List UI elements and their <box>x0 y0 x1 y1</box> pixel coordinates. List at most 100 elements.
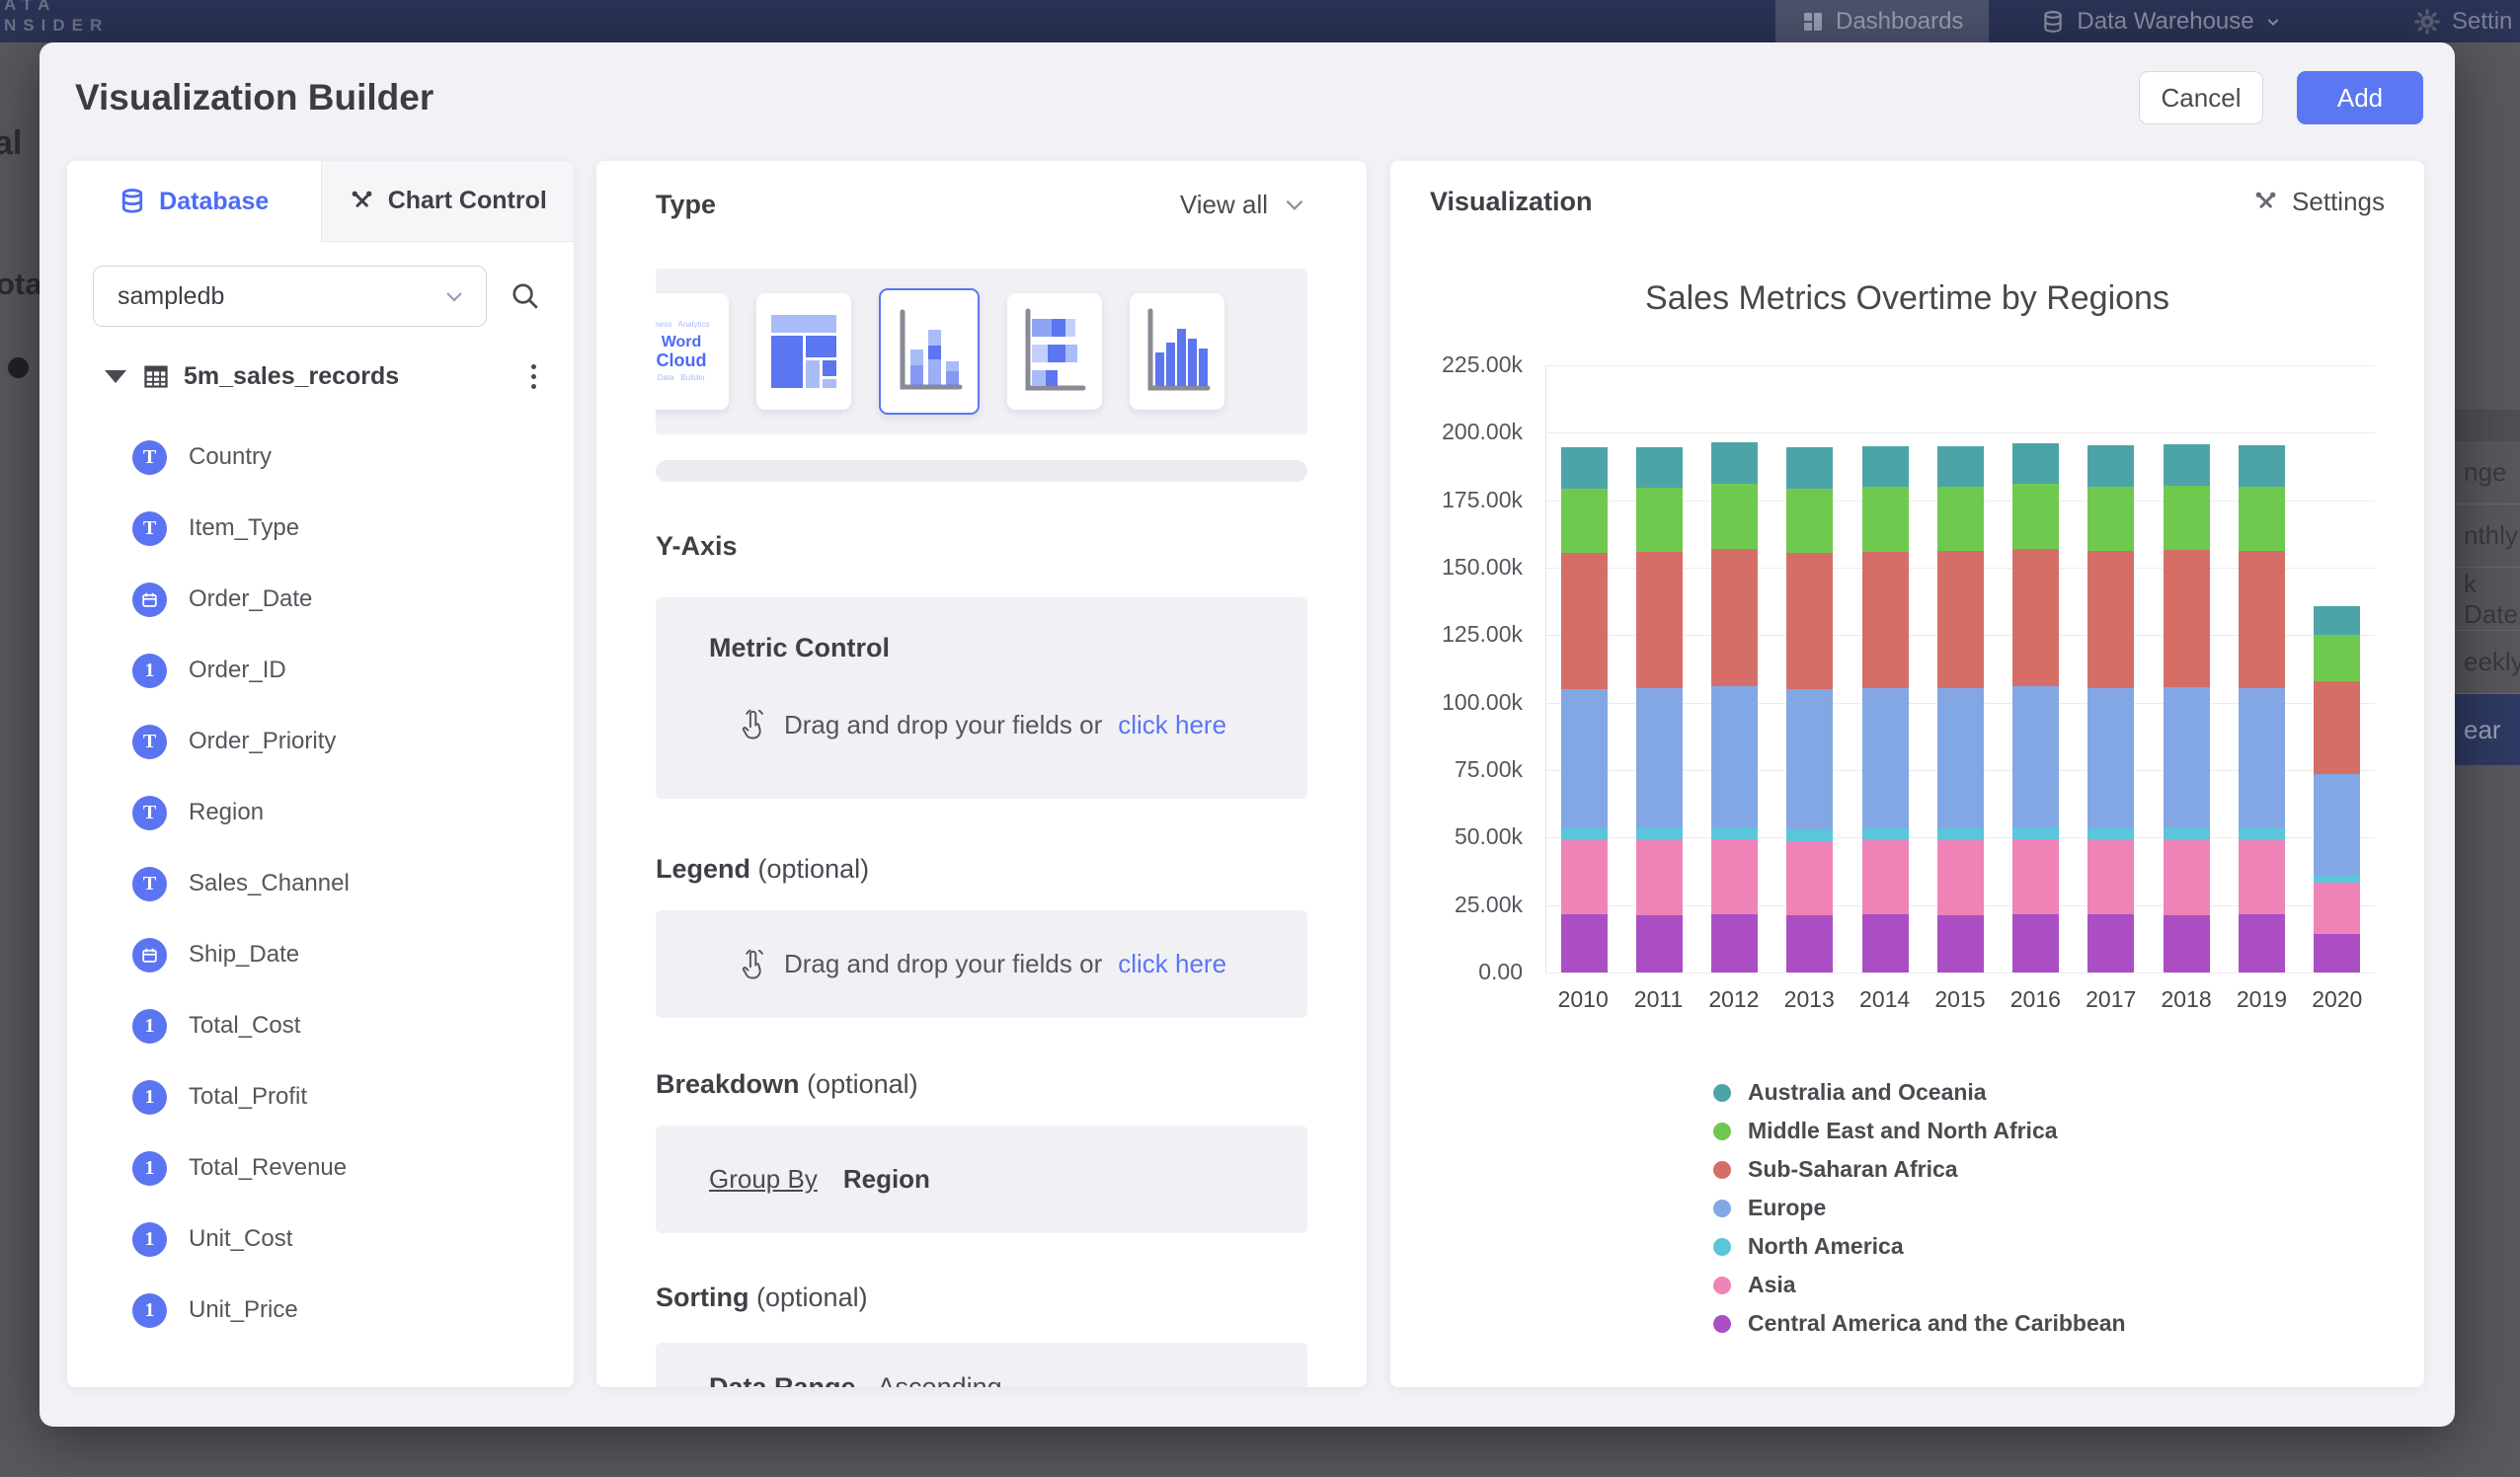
view-all-button[interactable]: View all <box>1180 190 1307 220</box>
chevron-down-icon <box>2265 14 2281 30</box>
chart-type-stacked-column-selected[interactable] <box>879 288 980 415</box>
y-axis-section-title: Y-Axis <box>656 531 738 561</box>
field-row-region[interactable]: T Region <box>67 777 574 848</box>
table-menu-kebab[interactable] <box>523 360 544 393</box>
nav-data-warehouse[interactable]: Data Warehouse <box>2040 0 2280 42</box>
database-panel: Database Chart Control sampledb <box>67 161 574 1387</box>
legend-item[interactable]: Middle East and North Africa <box>1713 1112 2126 1150</box>
chart-settings-button[interactable]: Settings <box>2252 187 2385 217</box>
search-button[interactable] <box>503 273 548 319</box>
bar-segment <box>2163 839 2210 915</box>
chart-type-treemap[interactable] <box>756 293 851 410</box>
legend-item[interactable]: North America <box>1713 1227 2126 1266</box>
y-tick-label: 25.00k <box>1454 891 1523 917</box>
bar-segment <box>1711 914 1759 972</box>
bar-segment <box>2314 605 2361 635</box>
field-row-item_type[interactable]: T Item_Type <box>67 493 574 564</box>
drop-zone-click-here-link[interactable]: click here <box>1118 709 1227 739</box>
tab-chart-control-label: Chart Control <box>387 187 547 214</box>
text-field-icon: T <box>132 724 167 759</box>
bar-segment <box>1635 828 1683 841</box>
tab-database-label: Database <box>159 187 270 215</box>
field-row-country[interactable]: T Country <box>67 422 574 493</box>
field-row-total_profit[interactable]: 1 Total_Profit <box>67 1061 574 1132</box>
nav-dashboards-label: Dashboards <box>1836 7 1964 35</box>
database-select[interactable]: sampledb <box>93 266 487 327</box>
bar-segment <box>1861 840 1909 915</box>
field-row-unit_cost[interactable]: 1 Unit_Cost <box>67 1204 574 1275</box>
bar-slot-2010 <box>1546 365 1621 972</box>
bar-segment <box>2087 840 2135 915</box>
bar-segment <box>2314 883 2361 934</box>
field-row-ship_date[interactable]: Ship_Date <box>67 919 574 990</box>
background-text-fragment: ota <box>0 267 42 301</box>
group-by-link[interactable]: Group By <box>709 1164 818 1194</box>
bar-segment <box>1560 447 1608 489</box>
bar-segment <box>1711 441 1759 485</box>
chart-type-column[interactable] <box>1130 293 1224 410</box>
database-select-value: sampledb <box>118 281 225 310</box>
nav-settings[interactable]: Settin <box>2412 0 2512 42</box>
word-cloud-thumb-text: Word <box>661 334 702 350</box>
field-row-order_date[interactable]: Order_Date <box>67 564 574 635</box>
chart-type-word-cloud[interactable]: iness Analytics Word Cloud Data Builder <box>656 293 729 410</box>
nav-dashboards[interactable]: Dashboards <box>1775 0 1990 42</box>
bar-segment <box>1635 688 1683 829</box>
legend-item[interactable]: Europe <box>1713 1189 2126 1227</box>
legend-dot <box>1713 1314 1731 1333</box>
cancel-button[interactable]: Cancel <box>2139 71 2263 124</box>
bar-segment <box>2087 828 2135 841</box>
add-button[interactable]: Add <box>2297 71 2423 124</box>
sorting-row-label[interactable]: Data Range <box>709 1372 856 1387</box>
x-tick-label: 2010 <box>1557 986 1609 1012</box>
breakdown-title-text: Breakdown <box>656 1069 800 1099</box>
field-row-order_priority[interactable]: T Order_Priority <box>67 706 574 777</box>
legend-item[interactable]: Asia <box>1713 1266 2126 1304</box>
bar-segment <box>1560 828 1608 841</box>
tools-icon <box>2252 189 2279 215</box>
tab-database[interactable]: Database <box>67 161 321 242</box>
bar-segment <box>2314 876 2361 884</box>
builder-panel: Type View all iness Analytics Word Cloud… <box>596 161 1367 1387</box>
legend-dot <box>1713 1160 1731 1179</box>
tab-chart-control[interactable]: Chart Control <box>320 161 574 242</box>
legend-dot <box>1713 1237 1731 1256</box>
bar-segment <box>2163 550 2210 688</box>
legend-label: North America <box>1748 1233 1904 1259</box>
y-tick-label: 175.00k <box>1442 486 1523 512</box>
bar-segment <box>1635 914 1683 972</box>
bar-segment <box>2163 485 2210 551</box>
drop-zone-click-here-link[interactable]: click here <box>1118 949 1227 978</box>
calendar-icon <box>132 937 167 972</box>
field-row-total_cost[interactable]: 1 Total_Cost <box>67 990 574 1061</box>
bar-slot-2017 <box>2074 365 2149 972</box>
calendar-icon <box>132 582 167 617</box>
sorting-panel: Data Range Ascending <box>656 1343 1307 1387</box>
nav-settings-label: Settin <box>2452 7 2513 35</box>
bar-segment <box>1635 552 1683 689</box>
chart-title: Sales Metrics Overtime by Regions <box>1645 279 2169 317</box>
field-row-total_revenue[interactable]: 1 Total_Revenue <box>67 1132 574 1204</box>
bar-segment <box>2012 914 2060 972</box>
table-name: 5m_sales_records <box>184 361 400 390</box>
bar-segment <box>2087 486 2135 551</box>
tree-collapse-caret[interactable] <box>105 369 126 383</box>
field-row-sales_channel[interactable]: T Sales_Channel <box>67 848 574 919</box>
y-tick-label: 0.00 <box>1478 959 1523 984</box>
bar-segment <box>1560 488 1608 553</box>
bar-segment <box>2239 913 2286 972</box>
group-by-value[interactable]: Region <box>842 1164 930 1194</box>
field-row-order_id[interactable]: 1 Order_ID <box>67 635 574 706</box>
legend-item[interactable]: Central America and the Caribbean <box>1713 1304 2126 1343</box>
field-label: Total_Revenue <box>189 1154 348 1181</box>
bar-segment <box>2163 444 2210 486</box>
chart-type-scrollbar[interactable] <box>656 460 1307 482</box>
field-row-unit_price[interactable]: 1 Unit_Price <box>67 1275 574 1346</box>
legend-item[interactable]: Australia and Oceania <box>1713 1073 2126 1112</box>
bar-segment <box>2239 828 2286 841</box>
bar-segment <box>1861 914 1909 972</box>
stacked-bar-2020 <box>2314 605 2361 972</box>
chart-type-stacked-bar[interactable] <box>1007 293 1102 410</box>
legend-item[interactable]: Sub-Saharan Africa <box>1713 1150 2126 1189</box>
x-tick-label: 2013 <box>1783 986 1835 1012</box>
